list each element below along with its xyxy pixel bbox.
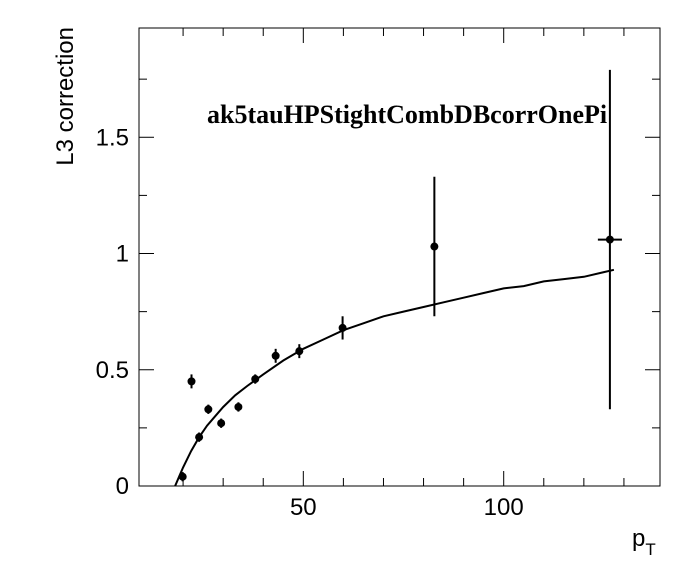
- x-axis-title-subscript: T: [645, 540, 655, 559]
- y-axis-title: L3 correction: [52, 27, 79, 166]
- data-point: [204, 405, 213, 414]
- y-tick-label: 1: [116, 241, 129, 268]
- x-axis-title: pT: [632, 525, 656, 559]
- data-point: [271, 351, 280, 360]
- data-point: [195, 433, 204, 442]
- x-tick-label: 100: [484, 494, 524, 521]
- data-point: [217, 419, 226, 428]
- y-tick-label: 0: [116, 473, 129, 500]
- data-point: [187, 377, 196, 386]
- plot-frame: [138, 27, 661, 487]
- y-tick-label: 1.5: [96, 124, 129, 151]
- axis-ticks: [139, 28, 660, 487]
- data-point: [605, 235, 614, 244]
- data-point: [251, 375, 260, 384]
- data-point: [234, 402, 243, 411]
- x-axis-title-main: p: [632, 525, 645, 552]
- data-point: [295, 347, 304, 356]
- data-point: [338, 323, 347, 332]
- chart-annotation: ak5tauHPStightCombDBcorrOnePi: [207, 100, 607, 129]
- x-tick-label: 50: [290, 494, 317, 521]
- y-tick-label: 0.5: [96, 357, 129, 384]
- fit-curve: [174, 268, 615, 487]
- data-point: [430, 242, 439, 251]
- data-points: [178, 69, 622, 482]
- data-point: [178, 472, 187, 481]
- tick-labels: 50 100 0 0.5 1 1.5: [96, 124, 524, 521]
